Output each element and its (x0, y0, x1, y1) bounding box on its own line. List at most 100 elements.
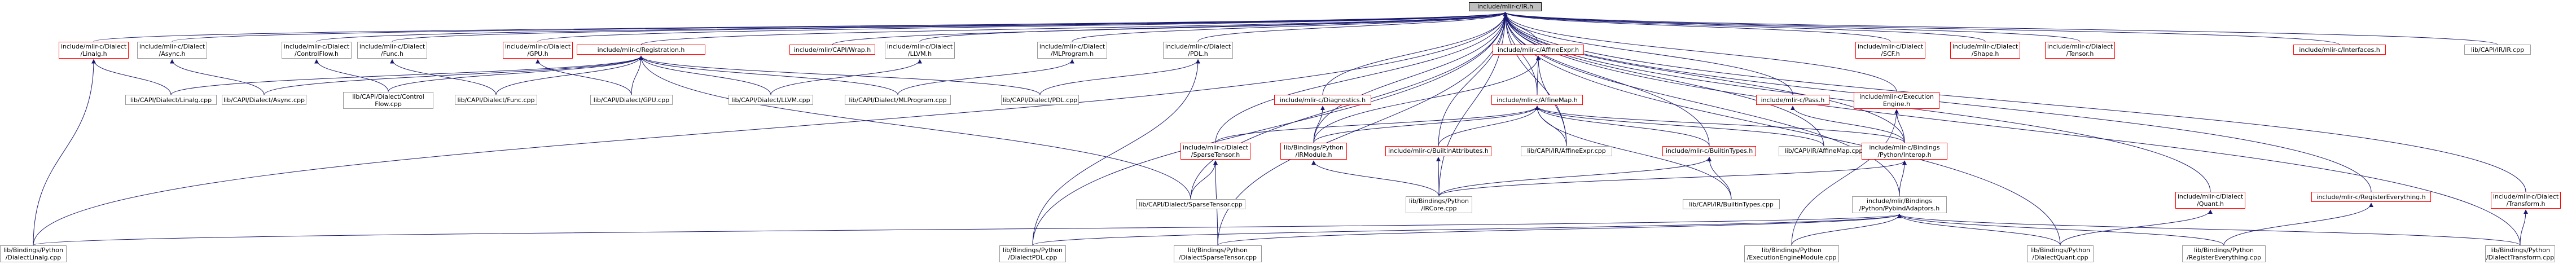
edge-pycore-to-battr_h (1436, 156, 1441, 196)
graph-node-label: lib/CAPI/Dialect/SparseTensor.cpp (1139, 200, 1243, 208)
graph-node-label: lib/Bindings/Python /ExecutionEngineModu… (1746, 246, 1837, 261)
graph-node-exec-h[interactable]: include/mlir-c/Execution Engine.h (1854, 91, 1939, 109)
edge-irmod-to-ir (1313, 11, 1508, 143)
edge-py_quant-to-pybind_h (1897, 213, 2061, 245)
edge-irmod-to-diag_h (1313, 105, 1325, 143)
graph-node-ml-cpp[interactable]: lib/CAPI/Dialect/MLProgram.cpp (845, 95, 951, 105)
graph-node-label: include/mlir-c/Dialect /Tensor.h (2047, 42, 2113, 58)
edge-func_cpp-to-func_h (390, 59, 497, 95)
edge-py_st-to-pybind_h (1217, 213, 1902, 246)
graph-node-py-regall[interactable]: lib/Bindings/Python /RegisterEverything.… (2182, 245, 2266, 262)
graph-node-pycore[interactable]: lib/Bindings/Python /IRCore.cpp (1406, 196, 1472, 213)
graph-node-label: include/mlir-c/Registration.h (597, 46, 685, 54)
graph-node-linalg-h[interactable]: include/mlir-c/Dialect /Linalg.h (59, 41, 129, 59)
graph-node-linalg-cpp[interactable]: lib/CAPI/Dialect/Linalg.cpp (125, 95, 217, 105)
graph-node-label: lib/Bindings/Python /DialectPDL.cpp (1003, 246, 1063, 261)
graph-node-label: lib/CAPI/Dialect/Control Flow.cpp (352, 93, 424, 108)
graph-node-label: lib/CAPI/Dialect/Func.cpp (457, 96, 535, 104)
graph-node-st-h[interactable]: include/mlir-c/Dialect /SparseTensor.h (1181, 143, 1250, 160)
edge-st_cpp-to-ir (1190, 11, 1508, 200)
graph-node-label: include/mlir-c/AffineExpr.h (1497, 46, 1579, 54)
graph-node-btypes-cpp[interactable]: lib/CAPI/IR/BuiltinTypes.cpp (1683, 199, 1780, 210)
graph-node-llvm-h[interactable]: include/mlir-c/Dialect /LLVM.h (885, 41, 955, 59)
graph-node-shape-h[interactable]: include/mlir-c/Dialect /Shape.h (1950, 41, 2020, 59)
graph-node-am-h[interactable]: include/mlir-c/AffineMap.h (1491, 95, 1583, 105)
graph-node-async-cpp[interactable]: lib/CAPI/Dialect/Async.cpp (222, 95, 306, 105)
graph-node-interop-h[interactable]: include/mlir-c/Bindings /Python/Interop.… (1862, 143, 1947, 160)
edge-gpu_cpp-to-reg_h (631, 55, 643, 95)
graph-node-battr-h[interactable]: include/mlir-c/BuiltinAttributes.h (1385, 146, 1491, 156)
graph-node-tensor-h[interactable]: include/mlir-c/Dialect /Tensor.h (2045, 41, 2115, 59)
graph-node-label: lib/CAPI/Dialect/GPU.cpp (593, 96, 670, 104)
graph-node-transform-h[interactable]: include/mlir-c/Dialect /Transform.h (2491, 192, 2561, 209)
graph-node-wrap-h[interactable]: include/mlir/CAPI/Wrap.h (789, 45, 875, 55)
edge-st_h-to-am_h (1215, 105, 1539, 143)
graph-node-label: include/mlir-c/Dialect /Linalg.h (60, 42, 127, 58)
graph-node-ir-cpp[interactable]: lib/CAPI/IR/IR.cpp (2464, 45, 2531, 55)
edge-py_pdl-to-pdl_h (1032, 59, 1200, 245)
edge-gpu_h-to-ir (537, 11, 1508, 42)
graph-node-label: include/mlir-c/Dialect /GPU.h (504, 42, 571, 58)
graph-node-ae-h[interactable]: include/mlir-c/AffineExpr.h (1493, 45, 1584, 55)
graph-node-st-cpp[interactable]: lib/CAPI/Dialect/SparseTensor.cpp (1136, 199, 1245, 210)
graph-node-irmod[interactable]: lib/Bindings/Python /IRModule.h (1280, 143, 1347, 160)
graph-node-diag-h[interactable]: include/mlir-c/Diagnostics.h (1274, 95, 1371, 105)
edge-func_cpp-to-reg_h (495, 55, 643, 95)
graph-node-cf-cpp[interactable]: lib/CAPI/Dialect/Control Flow.cpp (343, 91, 433, 109)
edge-py_exec-to-pybind_h (1791, 213, 1902, 245)
edge-pybind_h-to-interop_h (1899, 160, 1907, 196)
edge-pycore-to-interop_h (1438, 160, 1907, 197)
graph-node-llvm-cpp[interactable]: lib/CAPI/Dialect/LLVM.cpp (729, 95, 813, 105)
graph-node-py-quant[interactable]: lib/Bindings/Python /DialectQuant.cpp (2027, 245, 2094, 262)
edge-interop_h-to-ir (1503, 11, 1905, 143)
graph-node-py-pdl[interactable]: lib/Bindings/Python /DialectPDL.cpp (999, 245, 1066, 262)
graph-node-gpu-cpp[interactable]: lib/CAPI/Dialect/GPU.cpp (590, 95, 673, 105)
edge-py_exec-to-exec_h (1791, 109, 1899, 245)
graph-node-ae-cpp[interactable]: lib/CAPI/IR/AffineExpr.cpp (1521, 146, 1612, 156)
edge-py_pdl-to-pybind_h (1032, 213, 1902, 246)
graph-node-label: include/mlir-c/Diagnostics.h (1279, 96, 1366, 104)
graph-node-py-st[interactable]: lib/Bindings/Python /DialectSparseTensor… (1174, 245, 1262, 262)
graph-node-label: lib/CAPI/IR/BuiltinTypes.cpp (1689, 200, 1774, 208)
graph-node-py-transform[interactable]: lib/Bindings/Python /DialectTransform.cp… (2485, 245, 2555, 262)
graph-node-am-cpp[interactable]: lib/CAPI/IR/AffineMap.cpp (1779, 146, 1869, 156)
graph-node-gpu-h[interactable]: include/mlir-c/Dialect /GPU.h (503, 41, 573, 59)
graph-node-ifaces-h[interactable]: include/mlir-c/Interfaces.h (2293, 45, 2386, 55)
edge-pdl_h-to-ir (1197, 11, 1508, 42)
graph-node-label: lib/CAPI/Dialect/MLProgram.cpp (849, 96, 947, 104)
edge-async_h-to-ir (172, 11, 1507, 42)
edge-llvm_cpp-to-reg_h (639, 55, 771, 95)
graph-node-async-h[interactable]: include/mlir-c/Dialect /Async.h (137, 41, 207, 59)
graph-node-py-linalg[interactable]: lib/Bindings/Python /DialectLinalg.cpp (0, 245, 67, 262)
graph-node-reg-h[interactable]: include/mlir-c/Registration.h (577, 45, 705, 55)
graph-node-func-h[interactable]: include/mlir-c/Dialect /Func.h (357, 41, 427, 59)
edge-pdl_cpp-to-pdl_h (1039, 59, 1200, 95)
edge-reg_h-to-ir (640, 11, 1508, 45)
graph-node-scf-h[interactable]: include/mlir-c/Dialect /SCF.h (1855, 41, 1925, 59)
graph-node-func-cpp[interactable]: lib/CAPI/Dialect/Func.cpp (455, 95, 537, 105)
graph-node-label: include/mlir-c/Dialect /PDL.h (1165, 42, 1231, 58)
graph-node-label: include/mlir-c/Pass.h (1761, 96, 1825, 104)
graph-node-btypes-h[interactable]: include/mlir-c/BuiltinTypes.h (1662, 146, 1756, 156)
graph-node-quant-h[interactable]: include/mlir-c/Dialect /Quant.h (2175, 192, 2245, 209)
graph-node-pass-h[interactable]: include/mlir-c/Pass.h (1756, 95, 1829, 105)
graph-node-py-exec[interactable]: lib/Bindings/Python /ExecutionEngineModu… (1744, 245, 1839, 262)
edge-ml_h-to-ir (1072, 11, 1508, 42)
edge-pycore-to-btypes_h (1438, 156, 1712, 196)
edge-st_cpp-to-reg_h (639, 55, 1191, 200)
graph-node-ml-h[interactable]: include/mlir-c/Dialect /MLProgram.h (1037, 41, 1107, 59)
edge-py_transform-to-pybind_h (1897, 213, 2521, 246)
graph-node-cf-h[interactable]: include/mlir-c/Dialect /ControlFlow.h (282, 41, 352, 59)
edge-st_cpp-to-st_h (1190, 160, 1218, 200)
graph-node-pybind-h[interactable]: include/mlir/Bindings /Python/PybindAdap… (1852, 196, 1947, 213)
graph-node-pdl-cpp[interactable]: lib/CAPI/Dialect/PDL.cpp (1001, 95, 1079, 105)
edge-irmod-to-am_h (1313, 105, 1539, 143)
edge-ir_cpp-to-ir (1503, 11, 2498, 45)
graph-node-label: lib/Bindings/Python /DialectLinalg.cpp (3, 246, 63, 261)
edge-py_transform-to-transform_h (2520, 209, 2528, 245)
edge-am_cpp-to-am_h (1535, 105, 1824, 147)
graph-node-regall-h[interactable]: include/mlir-c/RegisterEverything.h (2311, 192, 2431, 202)
graph-node-pdl-h[interactable]: include/mlir-c/Dialect /PDL.h (1163, 41, 1233, 59)
